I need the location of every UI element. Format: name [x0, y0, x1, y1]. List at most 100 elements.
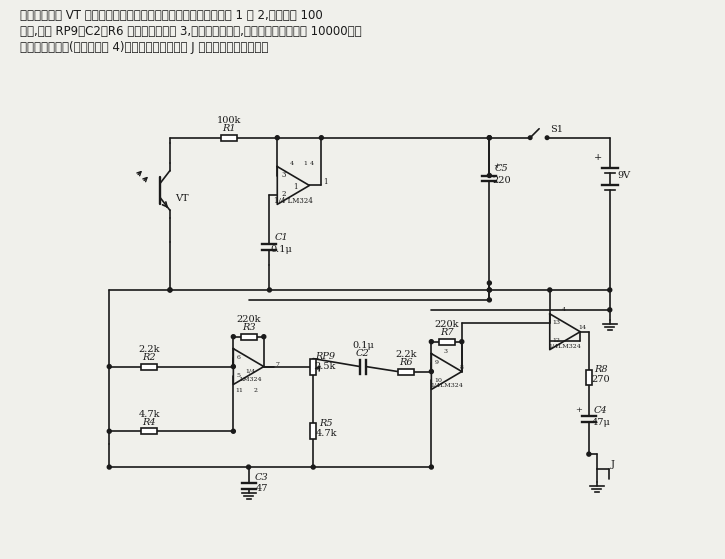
Text: 2: 2 — [281, 190, 286, 198]
Circle shape — [487, 136, 492, 140]
Circle shape — [107, 465, 111, 469]
Circle shape — [487, 281, 492, 285]
Text: 13: 13 — [552, 320, 560, 325]
Text: R5: R5 — [320, 419, 333, 428]
Circle shape — [168, 288, 172, 292]
Text: 2.5k: 2.5k — [315, 362, 336, 371]
Text: 3: 3 — [281, 171, 286, 179]
Circle shape — [320, 136, 323, 140]
Text: R7: R7 — [440, 328, 453, 337]
Text: 1: 1 — [304, 161, 307, 166]
Circle shape — [231, 429, 236, 433]
Text: 0.1μ: 0.1μ — [270, 245, 292, 254]
Bar — [141, 428, 157, 434]
Bar — [439, 339, 455, 345]
Bar — [310, 359, 316, 375]
Text: 倍后,再经 RP9、C2、R6 送至运算放大器 3,以作进一步放大,使整个系统的增益为 10000。最: 倍后,再经 RP9、C2、R6 送至运算放大器 3,以作进一步放大,使整个系统的… — [20, 25, 361, 38]
Circle shape — [529, 136, 532, 140]
Text: 9: 9 — [434, 360, 439, 365]
Text: 1/4 LM324: 1/4 LM324 — [274, 197, 312, 205]
Circle shape — [231, 335, 236, 339]
Bar — [220, 135, 236, 141]
Circle shape — [429, 340, 434, 344]
Text: 当光敏晶体管 VT 接收到红外辐射信号时便将信号送至运算放大器 1 和 2,经放大约 100: 当光敏晶体管 VT 接收到红外辐射信号时便将信号送至运算放大器 1 和 2,经放… — [20, 10, 323, 22]
Text: 47μ: 47μ — [592, 418, 610, 427]
Text: J: J — [610, 459, 615, 468]
Circle shape — [487, 288, 492, 292]
Bar — [241, 334, 257, 340]
Text: 4: 4 — [310, 161, 313, 166]
Text: C1: C1 — [275, 233, 289, 241]
Text: 7: 7 — [276, 362, 280, 367]
Circle shape — [487, 288, 492, 292]
Circle shape — [587, 452, 591, 456]
Text: C2: C2 — [356, 349, 370, 358]
Text: 12: 12 — [552, 338, 560, 343]
Text: 1/4LM324: 1/4LM324 — [430, 383, 463, 388]
Text: 4: 4 — [289, 161, 294, 166]
Text: 0.1μ: 0.1μ — [352, 341, 374, 350]
Text: RP9: RP9 — [315, 352, 335, 361]
Text: C4: C4 — [594, 406, 608, 415]
Text: C3: C3 — [254, 472, 268, 481]
Text: 1/4LM324: 1/4LM324 — [549, 343, 581, 348]
Text: 后经电压跟随器(运算放大器 4)驱动负载。负载抽孔 J 可接至耳机或扬声器。: 后经电压跟随器(运算放大器 4)驱动负载。负载抽孔 J 可接至耳机或扬声器。 — [20, 41, 268, 54]
Text: R3: R3 — [241, 323, 255, 332]
Text: 3: 3 — [444, 349, 448, 354]
Text: LM324: LM324 — [239, 377, 262, 382]
Circle shape — [231, 364, 236, 368]
Circle shape — [429, 465, 434, 469]
Text: 4.7k: 4.7k — [138, 410, 160, 419]
Text: 6: 6 — [236, 355, 240, 360]
Text: 100k: 100k — [217, 116, 241, 125]
Text: R8: R8 — [594, 365, 608, 374]
Circle shape — [487, 136, 492, 140]
Text: 2.2k: 2.2k — [138, 345, 160, 354]
Circle shape — [262, 335, 266, 339]
Bar — [398, 368, 414, 375]
Text: 220k: 220k — [434, 320, 459, 329]
Circle shape — [107, 429, 111, 433]
Text: 220: 220 — [492, 176, 510, 185]
Circle shape — [168, 288, 172, 292]
Text: 1: 1 — [293, 183, 297, 192]
Circle shape — [548, 288, 552, 292]
Text: R2: R2 — [142, 353, 156, 362]
Bar — [586, 369, 592, 386]
Text: 4.7k: 4.7k — [315, 429, 337, 438]
Text: 11: 11 — [236, 388, 244, 393]
Text: +: + — [594, 153, 602, 162]
Text: 14: 14 — [579, 325, 587, 330]
Text: 220k: 220k — [236, 315, 261, 324]
Circle shape — [608, 288, 612, 292]
Circle shape — [608, 308, 612, 312]
Text: 1/4: 1/4 — [246, 368, 256, 373]
Circle shape — [545, 136, 549, 140]
Circle shape — [487, 173, 492, 178]
Bar — [310, 423, 316, 439]
Circle shape — [429, 369, 434, 373]
Text: 9V: 9V — [618, 171, 631, 180]
Text: 5: 5 — [236, 373, 240, 378]
Text: C5: C5 — [494, 164, 508, 173]
Circle shape — [311, 465, 315, 469]
Text: 8: 8 — [460, 365, 464, 370]
Circle shape — [276, 136, 279, 140]
Text: R4: R4 — [142, 418, 156, 427]
Text: 270: 270 — [592, 375, 610, 384]
Circle shape — [268, 288, 271, 292]
Text: 2: 2 — [254, 388, 257, 393]
Circle shape — [487, 298, 492, 302]
Text: 2.2k: 2.2k — [395, 350, 417, 359]
Circle shape — [107, 364, 111, 368]
Text: 1: 1 — [323, 178, 328, 187]
Circle shape — [247, 465, 251, 469]
Text: 10: 10 — [434, 378, 442, 383]
Text: R6: R6 — [399, 358, 413, 367]
Text: VT: VT — [175, 194, 188, 203]
Text: S1: S1 — [550, 125, 563, 134]
Text: +: + — [493, 162, 500, 169]
Text: +: + — [576, 406, 582, 414]
Text: 47: 47 — [255, 485, 268, 494]
Circle shape — [460, 340, 464, 344]
